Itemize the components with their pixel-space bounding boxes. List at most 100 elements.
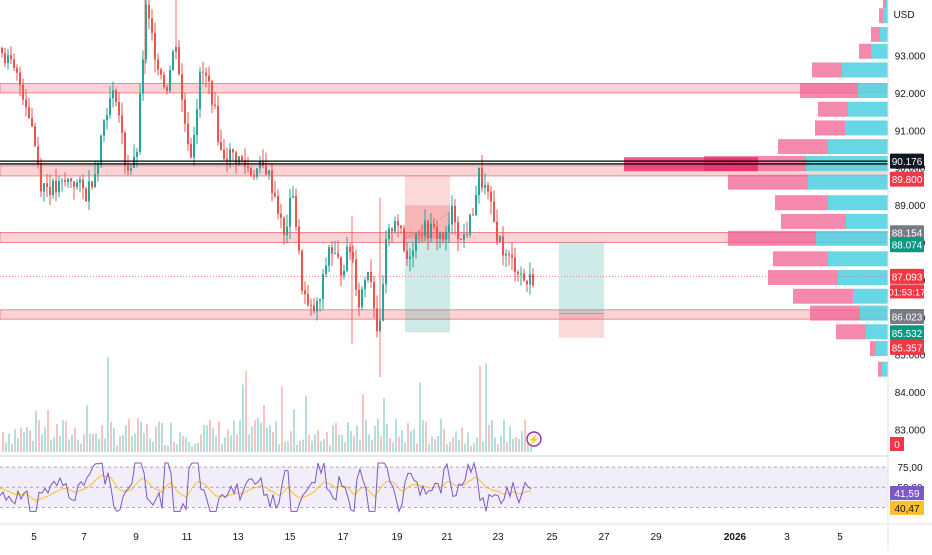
candle[interactable]: [274, 180, 276, 199]
candle[interactable]: [532, 268, 534, 288]
volume-profile-row[interactable]: [773, 251, 888, 267]
volume-profile-row[interactable]: [883, 0, 888, 9]
candle[interactable]: [340, 256, 342, 287]
candle[interactable]: [148, 0, 150, 30]
candle[interactable]: [289, 188, 291, 239]
volume-profile-row[interactable]: [778, 139, 888, 155]
countdown-label[interactable]: 01:53:17: [889, 284, 926, 299]
volume-profile-row[interactable]: [768, 270, 888, 286]
price-label[interactable]: 85.532: [890, 325, 924, 341]
candle[interactable]: [214, 91, 216, 110]
candle[interactable]: [478, 167, 480, 204]
candle[interactable]: [262, 149, 264, 169]
candle[interactable]: [34, 122, 36, 147]
price-label[interactable]: 87.093: [890, 268, 924, 284]
candle[interactable]: [361, 286, 363, 311]
candle[interactable]: [373, 275, 375, 318]
candle[interactable]: [55, 168, 57, 202]
rsi-ma-value-label[interactable]: 40,47: [890, 500, 924, 515]
candle[interactable]: [445, 225, 447, 251]
candle[interactable]: [184, 92, 186, 132]
candle[interactable]: [79, 176, 81, 193]
candle[interactable]: [169, 65, 171, 93]
volume-profile-row[interactable]: [728, 174, 888, 190]
candle[interactable]: [181, 63, 183, 113]
candle[interactable]: [31, 108, 33, 128]
candle[interactable]: [496, 209, 498, 245]
candle[interactable]: [400, 225, 402, 234]
candle[interactable]: [454, 199, 456, 236]
volume-value-label[interactable]: 0: [890, 437, 904, 451]
candle[interactable]: [526, 280, 528, 292]
candle[interactable]: [280, 203, 282, 229]
volume-profile-row[interactable]: [812, 62, 888, 78]
lightning-icon[interactable]: [526, 431, 542, 447]
volume-profile-row[interactable]: [810, 305, 888, 321]
candle[interactable]: [424, 209, 426, 242]
candle[interactable]: [76, 179, 78, 190]
price-label[interactable]: 85.357: [890, 339, 924, 355]
candle[interactable]: [235, 150, 237, 174]
candle[interactable]: [13, 53, 15, 72]
candle[interactable]: [487, 181, 489, 200]
candle[interactable]: [52, 177, 54, 199]
candle[interactable]: [334, 240, 336, 255]
candle[interactable]: [352, 245, 354, 264]
candle[interactable]: [196, 98, 198, 145]
candle[interactable]: [499, 235, 501, 242]
candle[interactable]: [208, 66, 210, 95]
candle[interactable]: [358, 282, 360, 317]
candle[interactable]: [388, 223, 390, 246]
candle[interactable]: [430, 213, 432, 244]
candle[interactable]: [421, 224, 423, 242]
candle[interactable]: [277, 189, 279, 220]
candle[interactable]: [94, 161, 96, 188]
candle[interactable]: [253, 170, 255, 181]
candle[interactable]: [157, 53, 159, 76]
candle[interactable]: [415, 233, 417, 259]
candle[interactable]: [142, 50, 144, 101]
volume-profile-row[interactable]: [815, 120, 888, 136]
candle[interactable]: [28, 97, 30, 120]
candle[interactable]: [130, 164, 132, 175]
candle[interactable]: [466, 221, 468, 238]
candle[interactable]: [391, 227, 393, 243]
candle[interactable]: [310, 298, 312, 316]
price-label[interactable]: 86.023: [890, 308, 924, 324]
candle[interactable]: [145, 0, 147, 64]
candle[interactable]: [517, 269, 519, 282]
candle[interactable]: [226, 147, 228, 172]
candle[interactable]: [406, 242, 408, 266]
candle[interactable]: [343, 264, 345, 280]
rsi-value-label[interactable]: 41,59: [890, 485, 924, 500]
candle[interactable]: [22, 78, 24, 105]
candle[interactable]: [397, 214, 399, 238]
candle[interactable]: [166, 84, 168, 95]
volume-profile-row[interactable]: [793, 288, 888, 304]
candle[interactable]: [1, 46, 3, 58]
candle[interactable]: [109, 85, 111, 120]
volume-profile-row[interactable]: [870, 341, 888, 357]
candle[interactable]: [16, 64, 18, 81]
price-label[interactable]: 89.800: [890, 171, 924, 187]
candle[interactable]: [355, 249, 357, 297]
candle[interactable]: [46, 174, 48, 198]
position-risk-zone[interactable]: [559, 313, 604, 338]
candle[interactable]: [103, 119, 105, 143]
candle[interactable]: [241, 154, 243, 165]
candle[interactable]: [106, 107, 108, 130]
candle[interactable]: [472, 208, 474, 216]
candle[interactable]: [514, 247, 516, 282]
position-target-zone[interactable]: [405, 238, 450, 333]
candle[interactable]: [4, 47, 6, 68]
candle[interactable]: [349, 243, 351, 260]
volume-profile-row[interactable]: [728, 230, 888, 246]
volume-profile-row[interactable]: [836, 324, 888, 340]
candle[interactable]: [217, 95, 219, 146]
volume-profile-row[interactable]: [781, 213, 888, 229]
candle[interactable]: [82, 174, 84, 200]
candle[interactable]: [190, 137, 192, 159]
price-label[interactable]: 90.176: [890, 153, 924, 169]
candle[interactable]: [331, 241, 333, 266]
